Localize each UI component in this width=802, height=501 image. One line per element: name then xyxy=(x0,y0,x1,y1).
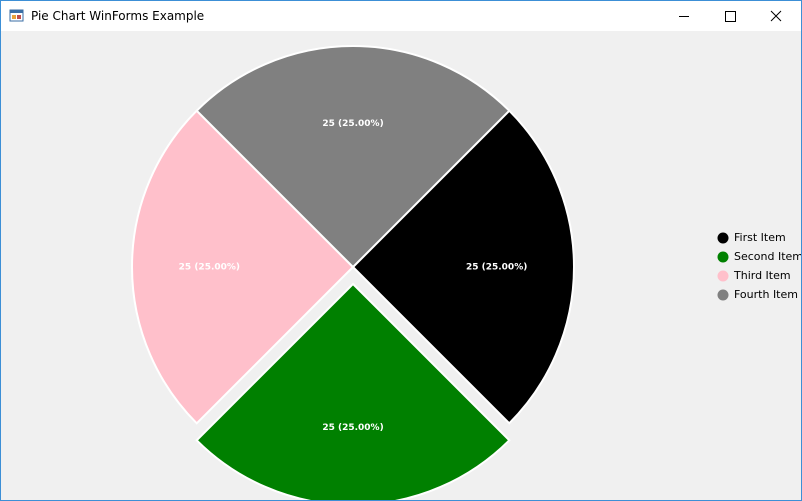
pie-slice xyxy=(131,109,355,425)
minimize-button[interactable] xyxy=(661,1,707,31)
legend-marker xyxy=(717,251,729,263)
legend-label: First Item xyxy=(734,231,786,244)
window-controls xyxy=(661,1,801,31)
window-title: Pie Chart WinForms Example xyxy=(31,9,205,23)
pie-slice xyxy=(351,109,575,425)
slice-label: 25 (25.00%) xyxy=(466,263,527,273)
legend-label: Second Item xyxy=(734,250,801,263)
slice-label: 25 (25.00%) xyxy=(322,423,383,433)
slice-label: 25 (25.00%) xyxy=(179,263,240,273)
legend-marker xyxy=(717,270,729,282)
app-icon xyxy=(9,9,24,22)
title-bar: Pie Chart WinForms Example xyxy=(1,1,801,31)
legend-marker xyxy=(717,289,729,301)
close-button[interactable] xyxy=(753,1,801,31)
maximize-button[interactable] xyxy=(707,1,753,31)
legend-label: Third Item xyxy=(733,269,791,282)
legend-label: Fourth Item xyxy=(734,288,798,301)
pie-slice xyxy=(195,282,511,500)
slice-label: 25 (25.00%) xyxy=(322,119,383,129)
chart: 25 (25.00%) 25 (25.00%) 25 (25.00%) 25 (25.… xyxy=(131,45,801,500)
pie-slice xyxy=(195,45,511,269)
legend-marker xyxy=(717,232,729,244)
